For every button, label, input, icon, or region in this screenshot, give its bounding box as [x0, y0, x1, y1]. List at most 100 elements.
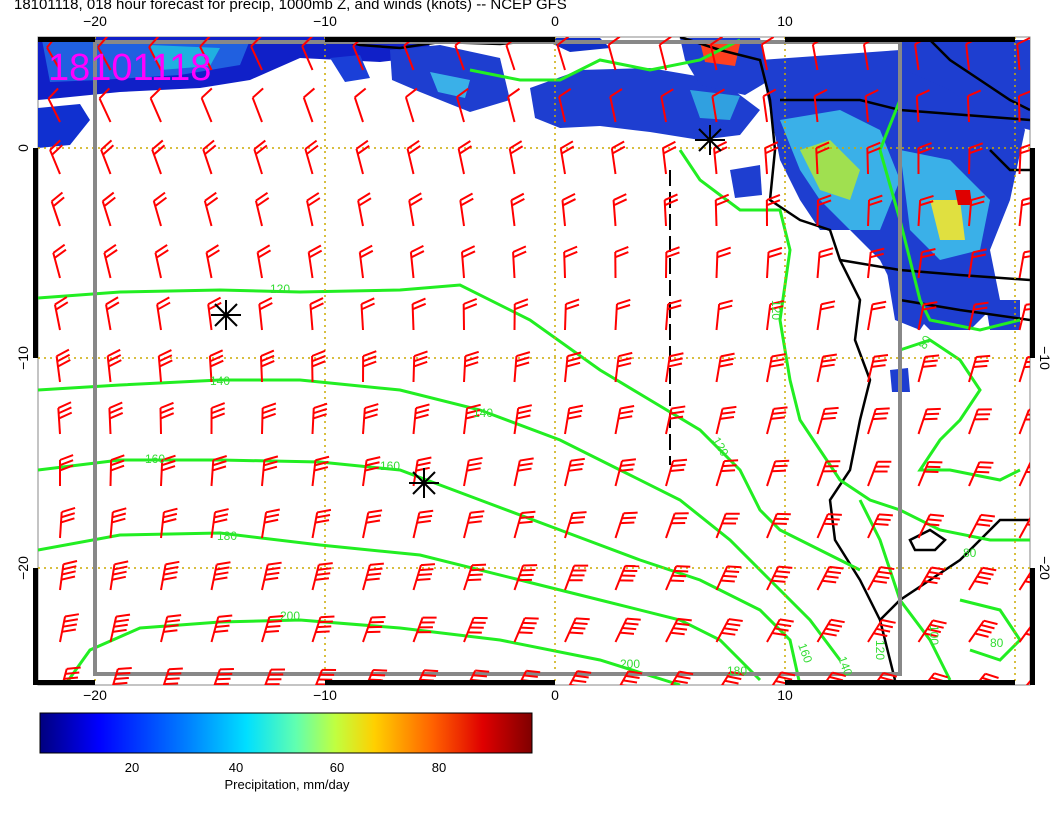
- wind-barb: [816, 618, 845, 643]
- contour-label: 80: [990, 636, 1004, 650]
- wind-barb: [665, 246, 680, 279]
- wind-barb: [762, 88, 777, 123]
- wind-barb: [816, 194, 832, 227]
- wind-barb: [1018, 143, 1030, 175]
- wind-barb: [563, 245, 578, 279]
- wind-barb: [670, 670, 694, 685]
- wind-barb: [564, 457, 585, 487]
- wind-barb: [816, 247, 834, 279]
- wind-barb: [867, 619, 896, 643]
- wind-barb: [311, 402, 328, 435]
- contour-label: 160: [795, 641, 815, 665]
- wind-barb: [210, 455, 227, 487]
- contour-label: 80: [963, 546, 977, 560]
- wind-barb: [816, 460, 841, 487]
- wind-barb: [816, 406, 839, 435]
- wind-barb: [261, 615, 284, 643]
- wind-barb: [357, 192, 372, 227]
- wind-barb: [510, 192, 525, 227]
- wind-barb: [968, 513, 996, 539]
- lat-tick: 0: [15, 144, 31, 152]
- wind-barb: [513, 457, 534, 487]
- wind-barb: [202, 139, 217, 175]
- wind-barb: [412, 509, 434, 539]
- lat-tick: −10: [15, 346, 31, 370]
- wind-barb: [513, 617, 539, 643]
- axis-bars: [33, 37, 1035, 685]
- wind-barb: [259, 349, 275, 383]
- wind-barb: [307, 244, 323, 279]
- wind-barb: [658, 37, 672, 71]
- wind-barb: [52, 243, 67, 279]
- wind-barb: [1018, 408, 1030, 435]
- wind-barb: [715, 405, 737, 435]
- wind-barb: [162, 667, 183, 685]
- wind-barb: [463, 350, 480, 383]
- wind-barb: [59, 613, 80, 643]
- wind-barb: [665, 299, 682, 331]
- wind-barb: [917, 247, 936, 279]
- wind-barb: [915, 89, 930, 123]
- colorbar: 20 40 60 80 Precipitation, mm/day: [39, 712, 533, 792]
- wind-barb: [50, 191, 65, 227]
- wind-barb: [55, 348, 71, 383]
- colorbar-tick: 20: [125, 760, 139, 775]
- wind-barb: [917, 566, 946, 591]
- lat-tick: −20: [1037, 556, 1053, 580]
- wind-barb: [715, 459, 739, 487]
- wind-barb: [109, 507, 127, 539]
- wind-barb: [148, 37, 162, 71]
- contour-label: 120: [270, 282, 290, 296]
- contour-label: 100: [927, 625, 941, 645]
- wind-barb: [53, 296, 69, 331]
- wind-barb: [159, 401, 175, 435]
- colorbar-tick: 80: [432, 760, 446, 775]
- wind-barb: [968, 354, 991, 383]
- wind-barb: [411, 297, 427, 331]
- wind-barb: [766, 565, 793, 591]
- wind-barb: [564, 404, 584, 435]
- wind-barb: [358, 244, 374, 279]
- wind-barb: [463, 563, 487, 591]
- wind-barb: [256, 244, 272, 279]
- contour-label: 80: [915, 333, 934, 352]
- wind-barb: [559, 140, 575, 175]
- wind-barb: [968, 461, 994, 487]
- lon-tick: 10: [777, 13, 793, 29]
- wind-barb: [151, 139, 166, 175]
- wind-barb: [764, 141, 779, 175]
- wind-barb: [251, 87, 264, 123]
- wind-barb: [199, 37, 213, 71]
- wind-barb: [208, 349, 224, 383]
- wind-barb: [917, 460, 943, 487]
- wind-barb: [1018, 571, 1030, 591]
- wind-barb: [103, 243, 118, 279]
- wind-barb: [867, 353, 889, 383]
- wind-barb: [610, 140, 626, 175]
- wind-barb: [867, 513, 893, 539]
- lat-tick: −10: [1037, 346, 1053, 370]
- wind-barb: [766, 406, 788, 435]
- wind-barb: [765, 194, 781, 227]
- wind-barb: [917, 619, 947, 643]
- wind-barb: [867, 247, 885, 279]
- wind-barb: [254, 192, 270, 227]
- wind-barb: [210, 508, 229, 539]
- wind-barb: [766, 299, 785, 331]
- lon-tick: −20: [83, 687, 107, 703]
- wind-barb: [106, 348, 122, 383]
- wind-barb: [264, 668, 286, 685]
- lon-tick: −10: [313, 687, 337, 703]
- wind-barb: [660, 88, 674, 123]
- wind-barb: [105, 296, 120, 331]
- wind-barb: [152, 191, 168, 227]
- wind-barb: [513, 564, 538, 591]
- wind-barb: [661, 140, 677, 175]
- wind-barb: [463, 510, 485, 539]
- colorbar-tick: 60: [330, 760, 344, 775]
- wind-barb: [1016, 37, 1030, 71]
- wind-barb: [455, 87, 469, 123]
- wind-barb: [816, 513, 842, 539]
- wind-barb: [766, 512, 791, 539]
